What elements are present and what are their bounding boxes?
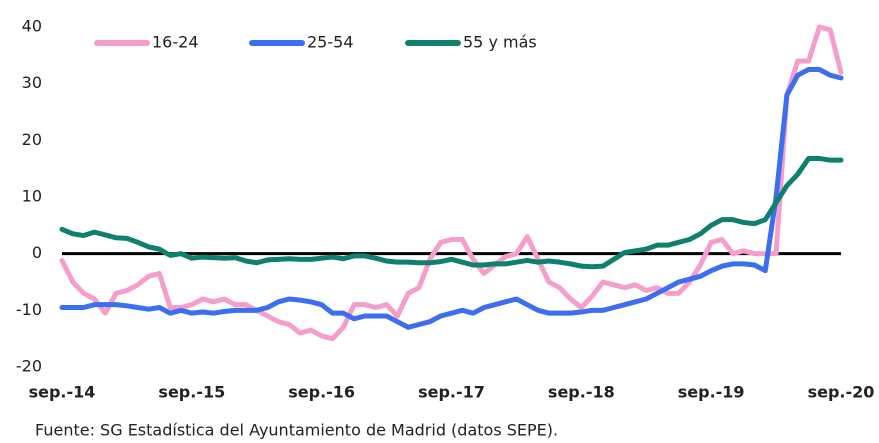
series-line [59,155,844,270]
x-tick-label: sep.-15 [158,383,225,402]
y-tick-label: 30 [22,73,42,92]
y-tick-label: -20 [16,357,42,376]
legend-label: 55 y más [463,33,537,52]
y-tick-label: -10 [16,300,42,319]
x-tick-label: sep.-18 [548,383,615,402]
x-tick-label: sep.-20 [808,383,875,402]
x-tick-label: sep.-17 [418,383,485,402]
x-tick-label: sep.-16 [288,383,355,402]
y-tick-label: 40 [22,17,42,36]
legend-label: 25-54 [307,33,354,52]
y-tick-label: 0 [32,243,42,262]
source-note: Fuente: SG Estadística del Ayuntamiento … [35,421,558,440]
series-line [59,67,844,330]
x-tick-label: sep.-14 [29,383,96,402]
legend-label: 16-24 [152,33,199,52]
series-line [59,24,844,342]
y-tick-label: 20 [22,130,42,149]
y-tick-label: 10 [22,187,42,206]
x-tick-label: sep.-19 [678,383,745,402]
